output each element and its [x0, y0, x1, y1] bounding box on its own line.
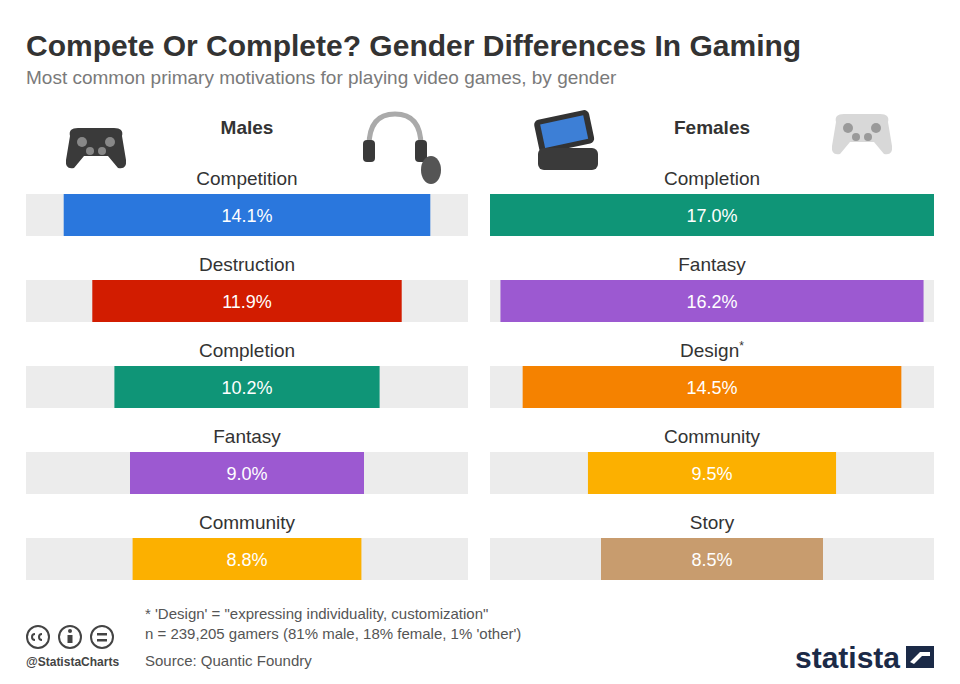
data-label: 14.5% [686, 378, 737, 398]
track [490, 280, 934, 322]
license-icon [68, 629, 72, 633]
labels: Completion 17.0% Fantasy 16.2% Design* 14.5% C… [664, 168, 761, 570]
panel: MalesCompetition14.1%Destruction11.9%Com… [26, 117, 468, 580]
bars [490, 194, 934, 580]
bar [523, 366, 902, 408]
bar [92, 280, 401, 322]
icon-shape [369, 114, 421, 146]
icon-shape [77, 137, 87, 147]
category-label: Fantasy [213, 426, 281, 447]
track [26, 194, 468, 236]
data-label: 9.5% [691, 464, 732, 484]
icon-shape [363, 140, 375, 162]
note: n = 239,205 gamers (81% male, 18% female… [145, 625, 521, 642]
data-label: 8.8% [226, 550, 267, 570]
track [26, 538, 468, 580]
track [490, 366, 934, 408]
source: Source: Quantic Foundry [145, 652, 312, 669]
icon-shape [86, 147, 94, 155]
brand: statista [795, 641, 900, 674]
panel: Females Completion 17.0% Fantasy 16.2% Design… [490, 117, 934, 580]
license-icon [32, 634, 42, 640]
data-label: 17.0% [686, 206, 737, 226]
data-label: 16.2% [686, 292, 737, 312]
icon [533, 109, 598, 170]
license-icon [97, 633, 107, 636]
tracks [490, 194, 934, 580]
category-label: Completion [664, 168, 760, 189]
bar [588, 452, 836, 494]
track [26, 366, 468, 408]
bars [64, 194, 431, 580]
license-icon [97, 639, 107, 642]
icon-shape [98, 147, 106, 155]
labels: Competition 14.1% Destruction 11.9% Completi… [196, 168, 297, 570]
icon-shape [843, 123, 853, 133]
icon-shape [540, 115, 588, 148]
icon-shape [66, 128, 126, 168]
category-label: Fantasy [678, 254, 746, 275]
license-icon [91, 626, 113, 648]
bar [490, 194, 934, 236]
icon-shape [538, 148, 598, 170]
track [26, 452, 468, 494]
panel-title: Males [221, 117, 274, 138]
category-label: Story [690, 512, 735, 533]
credit: @StatistaCharts [26, 655, 119, 669]
category-label: Design* [680, 339, 744, 361]
brand-logo [906, 646, 934, 668]
license-icon [59, 626, 81, 648]
data-label: 11.9% [222, 292, 272, 312]
panel-title: Females [674, 117, 750, 138]
note: * 'Design' = "expressing individuality, … [145, 605, 488, 622]
license-icon [27, 626, 49, 648]
track [490, 538, 934, 580]
icon [363, 114, 441, 184]
track [490, 452, 934, 494]
bar [601, 538, 823, 580]
icon-shape [105, 137, 115, 147]
bar [500, 280, 923, 322]
icon [66, 128, 126, 168]
bar [130, 452, 364, 494]
category-label: Community [199, 512, 296, 533]
license-icons [27, 626, 113, 648]
bar [133, 538, 362, 580]
license-icon [68, 635, 73, 643]
tracks [26, 194, 468, 580]
category-label: Completion [199, 340, 295, 361]
icon-shape [871, 123, 881, 133]
title: Compete Or Complete? Gender Differences … [26, 29, 801, 62]
bar [114, 366, 379, 408]
category-label: Destruction [199, 254, 295, 275]
data-label: 10.2% [221, 378, 272, 398]
chart: Compete Or Complete? Gender Differences … [0, 0, 960, 684]
data-label: 14.1% [221, 206, 272, 226]
track [26, 280, 468, 322]
icon-shape [864, 133, 872, 141]
subtitle: Most common primary motivations for play… [26, 67, 617, 88]
icon-shape [421, 156, 441, 184]
icon-shape [533, 109, 595, 154]
icon [832, 114, 892, 154]
category-label: Community [664, 426, 761, 447]
icon-shape [852, 133, 860, 141]
icon-shape [832, 114, 892, 154]
bar [64, 194, 431, 236]
data-label: 9.0% [226, 464, 267, 484]
track [490, 194, 934, 236]
data-label: 8.5% [691, 550, 732, 570]
category-label: Competition [196, 168, 297, 189]
